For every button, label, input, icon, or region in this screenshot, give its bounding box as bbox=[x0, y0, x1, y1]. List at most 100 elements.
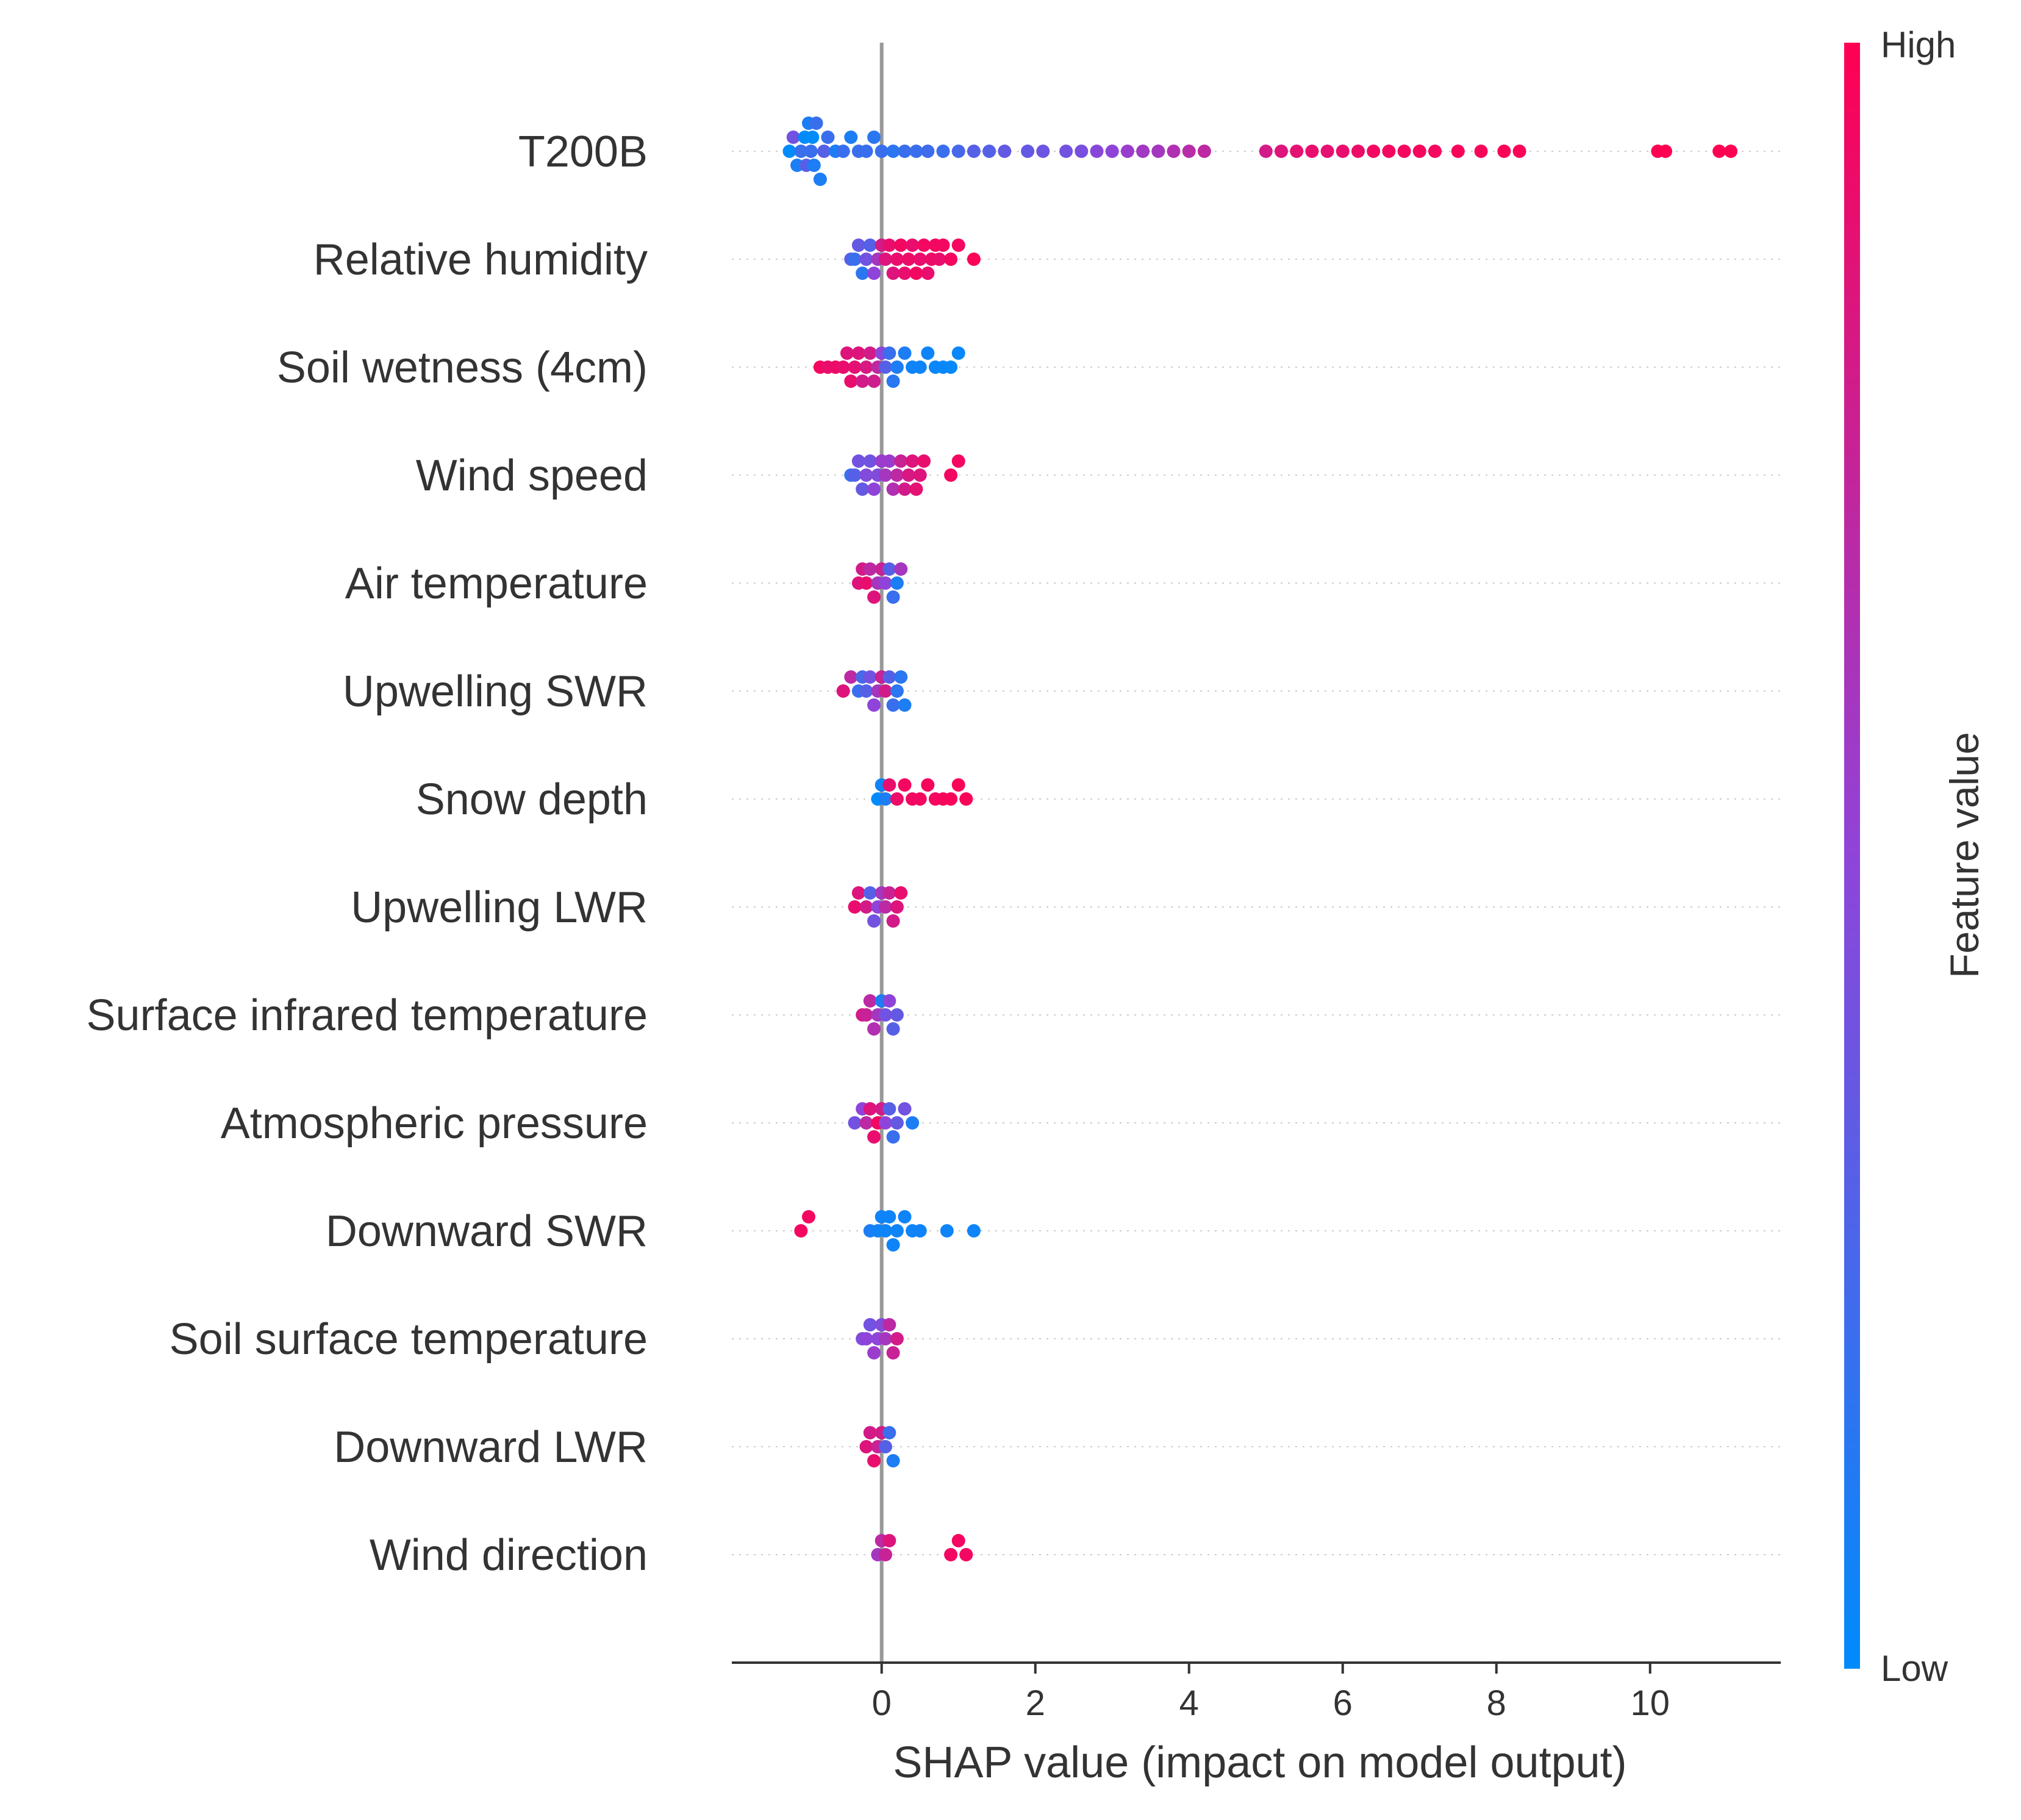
data-point bbox=[882, 1426, 896, 1439]
data-point bbox=[906, 454, 920, 468]
data-point bbox=[851, 346, 865, 360]
data-point bbox=[863, 1426, 877, 1439]
data-point bbox=[879, 1224, 892, 1238]
data-point bbox=[913, 253, 927, 266]
data-point bbox=[890, 684, 904, 698]
data-point bbox=[886, 914, 900, 928]
data-point bbox=[1382, 145, 1396, 158]
data-point bbox=[794, 1224, 808, 1238]
data-point bbox=[882, 238, 896, 252]
feature-label: Upwelling LWR bbox=[351, 883, 648, 932]
data-point bbox=[863, 994, 877, 1008]
data-point bbox=[867, 914, 881, 928]
feature-label: Soil wetness (4cm) bbox=[277, 343, 648, 392]
data-point bbox=[863, 346, 877, 360]
data-point bbox=[944, 792, 958, 806]
data-point bbox=[886, 374, 900, 388]
data-point bbox=[982, 145, 996, 158]
colorbar-low-label: Low bbox=[1881, 1648, 1948, 1689]
data-point bbox=[1197, 145, 1211, 158]
data-point bbox=[802, 1210, 815, 1223]
data-point bbox=[1275, 145, 1288, 158]
data-point bbox=[879, 1008, 892, 1022]
data-point bbox=[886, 1238, 900, 1252]
data-point bbox=[867, 590, 881, 604]
data-point bbox=[867, 1130, 881, 1144]
data-point bbox=[898, 778, 912, 792]
data-point bbox=[886, 1346, 900, 1360]
data-point bbox=[1059, 145, 1073, 158]
data-point bbox=[1412, 145, 1426, 158]
data-point bbox=[856, 267, 870, 280]
data-point bbox=[879, 900, 892, 914]
data-point bbox=[951, 346, 965, 360]
data-point bbox=[917, 238, 931, 252]
data-point bbox=[879, 1548, 892, 1561]
data-point bbox=[882, 454, 896, 468]
x-tick-label: 0 bbox=[872, 1683, 892, 1723]
data-point bbox=[863, 454, 877, 468]
data-point bbox=[1075, 145, 1089, 158]
colorbar-high-label: High bbox=[1881, 24, 1956, 65]
data-point bbox=[794, 145, 808, 158]
data-point bbox=[886, 1130, 900, 1144]
x-tick-label: 8 bbox=[1487, 1683, 1506, 1723]
data-point bbox=[879, 1116, 892, 1130]
data-point bbox=[863, 562, 877, 576]
data-point bbox=[1724, 145, 1738, 158]
data-point bbox=[804, 145, 818, 158]
data-point bbox=[1336, 145, 1350, 158]
data-point bbox=[967, 145, 981, 158]
data-point bbox=[851, 454, 865, 468]
data-point bbox=[913, 468, 927, 482]
data-point bbox=[1182, 145, 1196, 158]
data-point bbox=[859, 576, 873, 590]
data-point bbox=[882, 994, 896, 1008]
data-point bbox=[944, 253, 958, 266]
data-point bbox=[882, 562, 896, 576]
data-point bbox=[879, 684, 892, 698]
data-point bbox=[813, 173, 827, 186]
feature-label: Downward SWR bbox=[326, 1207, 648, 1256]
data-point bbox=[913, 1224, 927, 1238]
data-point bbox=[848, 253, 862, 266]
data-point bbox=[1259, 145, 1273, 158]
feature-label: Downward LWR bbox=[334, 1423, 648, 1472]
data-point bbox=[879, 468, 892, 482]
feature-labels: T200B Relative humidity Soil wetness (4cm)… bbox=[87, 127, 648, 1580]
data-point bbox=[886, 590, 900, 604]
colorbar: High Low Feature value bbox=[1844, 24, 1987, 1689]
colorbar-gradient bbox=[1844, 43, 1860, 1669]
data-point bbox=[890, 1008, 904, 1022]
data-point bbox=[882, 346, 896, 360]
x-tick-label: 4 bbox=[1179, 1683, 1199, 1723]
data-point bbox=[851, 238, 865, 252]
data-point bbox=[867, 698, 881, 712]
data-point bbox=[894, 454, 908, 468]
x-axis-label: SHAP value (impact on model output) bbox=[893, 1738, 1626, 1787]
feature-label: Air temperature bbox=[345, 559, 648, 608]
data-point bbox=[879, 576, 892, 590]
data-point bbox=[886, 698, 900, 712]
data-point bbox=[1151, 145, 1165, 158]
data-point bbox=[951, 145, 965, 158]
data-point bbox=[1021, 145, 1035, 158]
data-point bbox=[951, 1534, 965, 1547]
data-point bbox=[882, 886, 896, 900]
data-point bbox=[886, 1454, 900, 1467]
data-point bbox=[1290, 145, 1304, 158]
data-point bbox=[1367, 145, 1381, 158]
data-point bbox=[901, 468, 915, 482]
data-point bbox=[921, 267, 935, 280]
data-point bbox=[844, 374, 858, 388]
data-point bbox=[863, 886, 877, 900]
feature-label: Surface infrared temperature bbox=[87, 991, 648, 1040]
data-point bbox=[1136, 145, 1150, 158]
data-point bbox=[886, 1022, 900, 1036]
feature-label: Wind direction bbox=[370, 1531, 648, 1580]
data-point bbox=[836, 360, 850, 374]
data-point bbox=[951, 454, 965, 468]
data-point bbox=[894, 670, 908, 684]
data-point bbox=[936, 145, 950, 158]
data-point bbox=[890, 1332, 904, 1345]
